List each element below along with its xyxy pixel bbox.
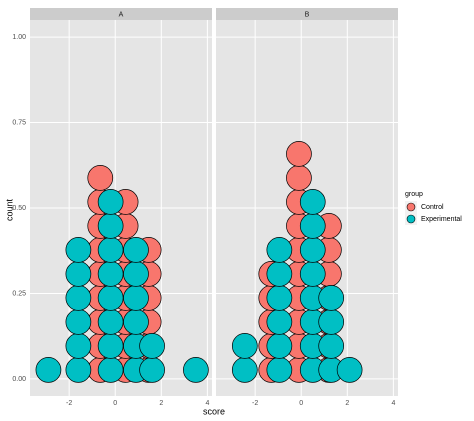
- dot: [65, 285, 92, 311]
- legend-title: group: [405, 191, 423, 198]
- dot: [266, 357, 293, 383]
- dot: [286, 165, 312, 191]
- dot: [123, 261, 149, 287]
- x-tick-label: -2: [66, 400, 72, 407]
- dot: [65, 357, 92, 383]
- legend-label: Control: [421, 204, 444, 211]
- x-tick-label: 0: [113, 400, 117, 407]
- x-tick-label: 2: [345, 400, 349, 407]
- y-tick-label: 0.75: [12, 119, 26, 126]
- y-tick-label: 0.00: [12, 376, 26, 383]
- dot: [266, 285, 293, 311]
- dot: [318, 333, 345, 359]
- y-tick-label: 1.00: [12, 34, 26, 41]
- dot: [123, 285, 149, 311]
- dot: [299, 237, 326, 263]
- dot: [87, 165, 114, 191]
- y-tick-label: 0.25: [12, 290, 26, 297]
- dot: [35, 357, 62, 383]
- dot: [97, 261, 124, 287]
- dot: [299, 189, 326, 215]
- dot: [65, 237, 92, 263]
- dot: [299, 213, 326, 239]
- legend-swatch: [406, 214, 416, 224]
- dot: [65, 309, 92, 335]
- x-tick-label: 4: [391, 400, 395, 407]
- dot: [231, 333, 258, 359]
- x-tick-label: 0: [299, 400, 303, 407]
- dot: [286, 141, 312, 167]
- dot: [266, 309, 293, 335]
- strip: [30, 8, 212, 20]
- dot: [97, 213, 124, 239]
- dot: [97, 333, 124, 359]
- dot: [266, 333, 293, 359]
- dot: [336, 357, 363, 383]
- dot: [65, 261, 92, 287]
- strip-label: B: [305, 11, 310, 18]
- dot: [97, 309, 124, 335]
- y-tick-label: 0.50: [12, 205, 26, 212]
- dot: [97, 189, 124, 215]
- dot: [97, 237, 124, 263]
- dot: [123, 237, 149, 263]
- x-axis-label: score: [203, 406, 225, 416]
- x-tick-label: 4: [205, 400, 209, 407]
- legend-swatch: [406, 202, 416, 212]
- dot: [139, 357, 165, 383]
- dot: [65, 333, 92, 359]
- dot: [97, 357, 124, 383]
- strip-label: A: [119, 11, 124, 18]
- dot: [183, 357, 209, 383]
- dot: [266, 237, 293, 263]
- dot: [231, 357, 258, 383]
- dot: [139, 333, 165, 359]
- dot: [123, 309, 149, 335]
- x-tick-label: -2: [252, 400, 258, 407]
- dot: [318, 285, 345, 311]
- x-tick-label: 2: [159, 400, 163, 407]
- dot: [318, 309, 345, 335]
- legend-label: Experimental: [421, 216, 462, 223]
- y-axis-label: count: [4, 198, 14, 221]
- dot: [266, 261, 293, 287]
- dot: [97, 285, 124, 311]
- strip: [216, 8, 398, 20]
- dot: [299, 261, 326, 287]
